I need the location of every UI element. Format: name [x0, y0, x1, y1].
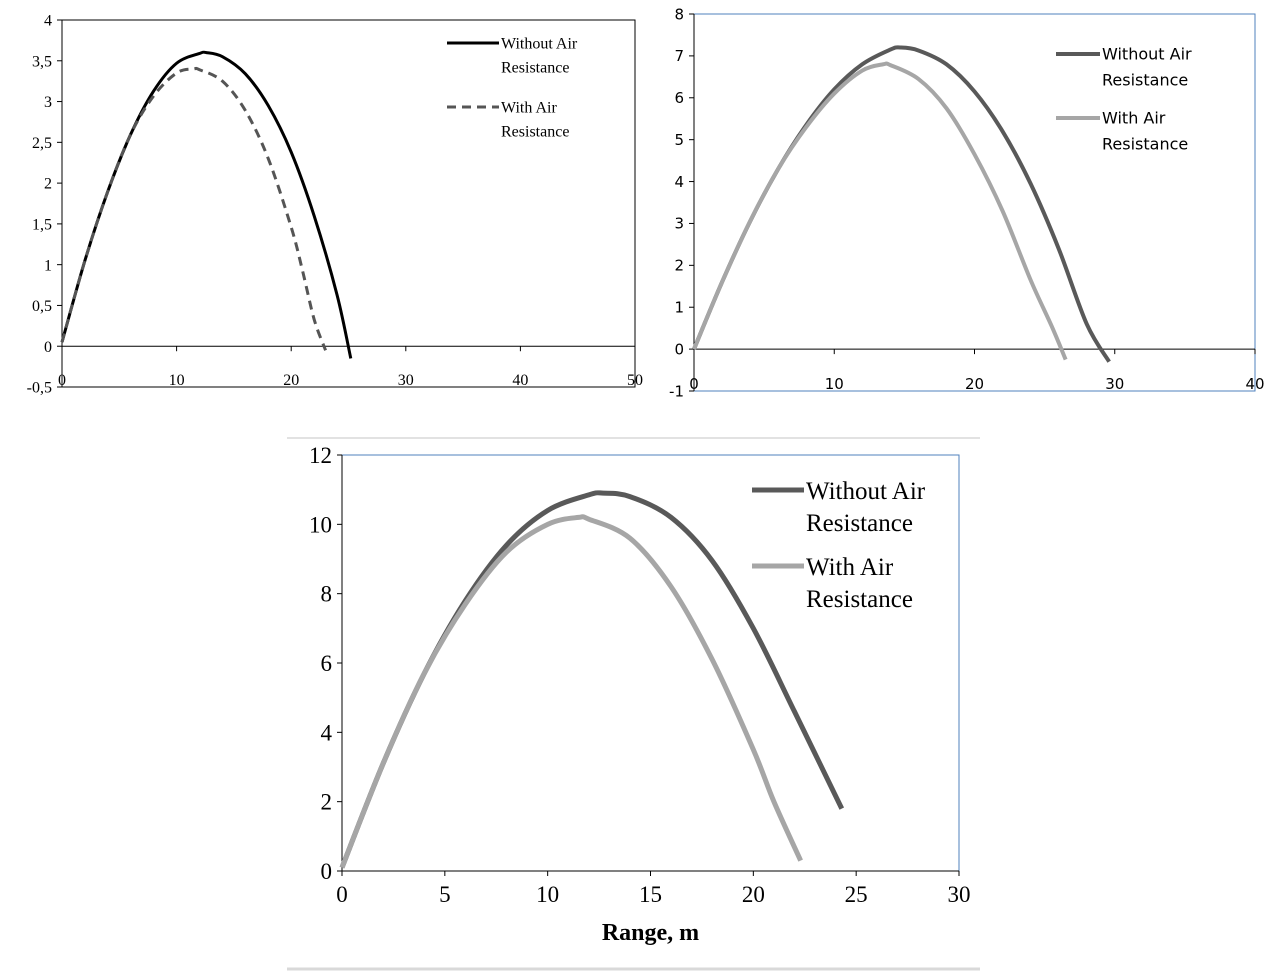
x-tick-label: 20 [742, 882, 765, 907]
y-tick-label: 6 [321, 651, 333, 676]
x-tick-label: 30 [398, 372, 414, 389]
y-tick-label: 2 [674, 257, 684, 275]
y-tick-label: -0,5 [27, 380, 52, 397]
legend-label: Resistance [501, 60, 569, 77]
legend-label: Without Air [501, 36, 578, 53]
legend-label: Resistance [1102, 71, 1188, 90]
y-tick-label: 6 [674, 89, 684, 107]
series-line-with-air-resistance [60, 66, 327, 351]
x-tick-label: 25 [845, 882, 868, 907]
x-tick-label: 30 [948, 882, 971, 907]
y-tick-label: 5 [674, 131, 684, 149]
y-tick-label: 3,5 [32, 53, 52, 70]
legend-label: Without Air [806, 478, 926, 505]
y-tick-label: 2,5 [32, 135, 52, 152]
chart-2: -1 0 1 2 3 4 5 6 7 8 0 10 20 30 40 Without Air Resistanc… [669, 5, 1265, 400]
y-tick-label: 0,5 [32, 298, 52, 315]
y-tick-label: 0 [674, 340, 684, 358]
series-line-without-air-resistance [339, 490, 845, 869]
x-tick-label: 15 [639, 882, 662, 907]
y-tick-label: 2 [321, 790, 333, 815]
x-tick-label: 0 [336, 882, 348, 907]
y-tick-label: 7 [674, 47, 684, 65]
x-tick-label: 40 [512, 372, 528, 389]
y-tick-label: 8 [674, 5, 684, 23]
series-line-without-air-resistance [60, 50, 353, 359]
series-line-with-air-resistance [339, 514, 803, 869]
y-tick-label: 1 [44, 257, 52, 274]
x-axis-title: Range, m [602, 920, 699, 946]
x-tick-label: 20 [965, 375, 984, 393]
x-tick-label: 20 [283, 372, 299, 389]
legend-label: Without Air [1102, 45, 1192, 64]
y-tick-label: 10 [309, 512, 332, 537]
y-tick-label: 12 [309, 443, 332, 468]
legend-label: Resistance [1102, 135, 1188, 154]
legend-label: With Air [806, 554, 894, 581]
x-tick-label: 50 [627, 372, 643, 389]
legend-label: With Air [1102, 109, 1166, 128]
x-tick-label: 10 [169, 372, 185, 389]
x-tick-label: 0 [689, 375, 699, 393]
legend-label: With Air [501, 100, 557, 117]
y-tick-label: 2 [44, 176, 52, 193]
y-tick-label: 3 [44, 94, 52, 111]
x-tick-label: 0 [58, 372, 66, 389]
legend-label: Resistance [806, 586, 913, 613]
y-tick-label: 1 [674, 298, 684, 316]
y-tick-label: 4 [44, 13, 52, 30]
legend-label: Resistance [806, 510, 913, 537]
y-tick-label: 4 [674, 173, 684, 191]
x-tick-label: 40 [1245, 375, 1264, 393]
x-tick-label: 10 [825, 375, 844, 393]
chart-3: 0 2 4 6 8 10 12 0 5 10 15 20 25 30 Range, m Without Air… [287, 437, 980, 971]
y-tick-label: 0 [44, 339, 52, 356]
x-tick-label: 30 [1105, 375, 1124, 393]
x-tick-label: 5 [439, 882, 451, 907]
y-tick-label: -1 [669, 382, 684, 400]
y-tick-label: 4 [321, 720, 333, 745]
y-tick-label: 8 [321, 582, 333, 607]
x-tick-label: 10 [536, 882, 559, 907]
series-line-with-air-resistance [692, 61, 1068, 361]
y-tick-label: 1,5 [32, 216, 52, 233]
y-tick-label: 0 [321, 859, 333, 884]
y-tick-label: 3 [674, 215, 684, 233]
legend-label: Resistance [501, 124, 569, 141]
chart-1: -0,500,511,522,533,540 10 20 30 40 50Without … [27, 13, 643, 397]
